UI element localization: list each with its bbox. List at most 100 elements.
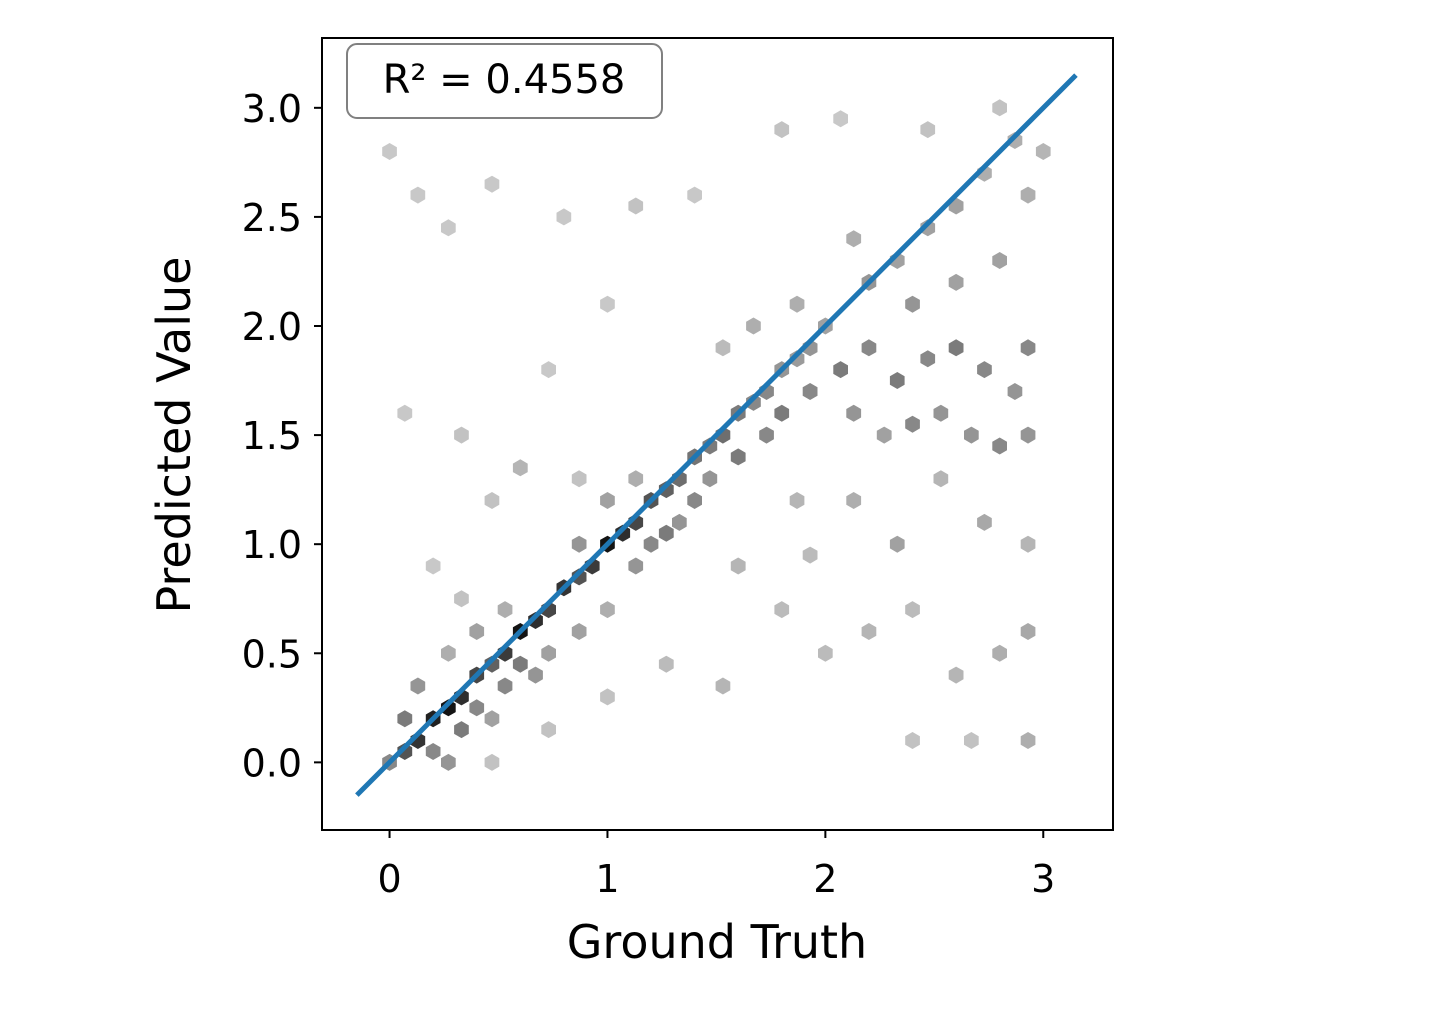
- hexbin: [846, 404, 862, 422]
- hexbin: [774, 404, 790, 422]
- hexbin: [1035, 143, 1051, 160]
- hexbin: [425, 743, 441, 760]
- hexbin: [497, 601, 513, 619]
- hexbin: [497, 677, 513, 695]
- hexbin: [992, 437, 1007, 455]
- hexbin: [454, 721, 469, 739]
- hexbin: [397, 404, 413, 422]
- hexbin: [600, 492, 615, 509]
- hexbin: [861, 623, 877, 640]
- fit-line: [355, 73, 1078, 797]
- x-tick-label: 3: [1031, 857, 1055, 901]
- hexbin: [1020, 623, 1036, 640]
- hexbin: [571, 535, 587, 553]
- hexbin: [846, 230, 862, 248]
- hexbin: [774, 601, 790, 619]
- x-tick-label: 1: [595, 857, 619, 901]
- hexbin: [730, 557, 746, 575]
- hexbin: [1007, 383, 1023, 400]
- hexbin: [846, 492, 862, 509]
- hexbin: [933, 470, 949, 488]
- hexbin: [441, 219, 456, 237]
- hexbin: [861, 339, 877, 357]
- hexbin: [876, 426, 892, 444]
- annotation-box: [346, 43, 663, 119]
- hexbin: [889, 372, 905, 389]
- hexbin: [687, 186, 702, 204]
- hexbin: [964, 732, 979, 749]
- hexbin: [615, 524, 631, 542]
- hexbin: [992, 252, 1007, 269]
- hexbin: [933, 404, 949, 422]
- hexbin: [992, 644, 1007, 662]
- x-axis-label: Ground Truth: [567, 915, 867, 969]
- hexbin: [818, 644, 833, 662]
- hexbin: [571, 623, 587, 640]
- hexbin: [600, 688, 615, 706]
- y-tick-label: 2.0: [242, 305, 302, 349]
- y-tick-label: 0.0: [242, 741, 302, 785]
- hexbin: [441, 753, 456, 771]
- hexbin: [730, 448, 746, 466]
- hexbin: [484, 175, 500, 193]
- hexbin: [658, 655, 674, 673]
- hexbin: [1007, 132, 1023, 149]
- plot-area: [355, 73, 1078, 797]
- x-tick-label: 2: [813, 857, 837, 901]
- hexbin: [715, 677, 731, 695]
- hexbin: [382, 143, 397, 160]
- hexbin: [948, 273, 964, 291]
- hexbin: [410, 186, 426, 204]
- hexbin: [541, 361, 556, 379]
- hexbin: [425, 557, 441, 575]
- hexbin: [672, 513, 687, 531]
- hexbin: [789, 492, 805, 509]
- hexbin: [715, 339, 731, 357]
- hexbin: [410, 677, 426, 695]
- hexbin: [964, 426, 979, 444]
- hexbin: [774, 121, 790, 139]
- hexbin: [643, 535, 659, 553]
- hexbin: [628, 470, 644, 488]
- hexbin: [789, 350, 805, 368]
- hexbin: [600, 601, 615, 619]
- hexbin: [454, 590, 469, 608]
- hexbin: [948, 339, 964, 357]
- hexbin: [484, 655, 500, 673]
- hexbin: [441, 699, 456, 717]
- hexbin: [484, 753, 500, 771]
- hexbin: [905, 415, 920, 433]
- axes-frame: [321, 37, 1114, 831]
- hexbin: [920, 219, 936, 237]
- y-tick-label: 1.5: [242, 414, 302, 458]
- hexbin: [702, 470, 718, 488]
- hexbin: [1020, 732, 1036, 749]
- hexbin: [977, 361, 992, 379]
- hexbin: [802, 546, 818, 564]
- hexbin: [512, 655, 528, 673]
- hexbin: [484, 710, 500, 728]
- hexbin: [484, 492, 500, 509]
- hexbin: [833, 110, 848, 128]
- hexbin: [992, 99, 1007, 117]
- hexbin: [658, 481, 674, 499]
- hexbin: [469, 623, 485, 640]
- hexbin: [905, 732, 920, 749]
- hexbin: [512, 459, 528, 477]
- hexbin: [571, 470, 587, 488]
- hexbin: [977, 513, 992, 531]
- hexbin: [702, 437, 718, 455]
- hexbin: [889, 535, 905, 553]
- y-tick-label: 0.5: [242, 632, 302, 676]
- y-tick-label: 3.0: [242, 87, 302, 131]
- hexbin: [541, 644, 556, 662]
- y-tick-label: 1.0: [242, 523, 302, 567]
- hexbin: [541, 721, 556, 739]
- hexbin: [1020, 339, 1036, 357]
- hexbin: [802, 383, 818, 400]
- y-tick-label: 2.5: [242, 196, 302, 240]
- hexbin: [658, 524, 674, 542]
- hexbin: [789, 295, 805, 313]
